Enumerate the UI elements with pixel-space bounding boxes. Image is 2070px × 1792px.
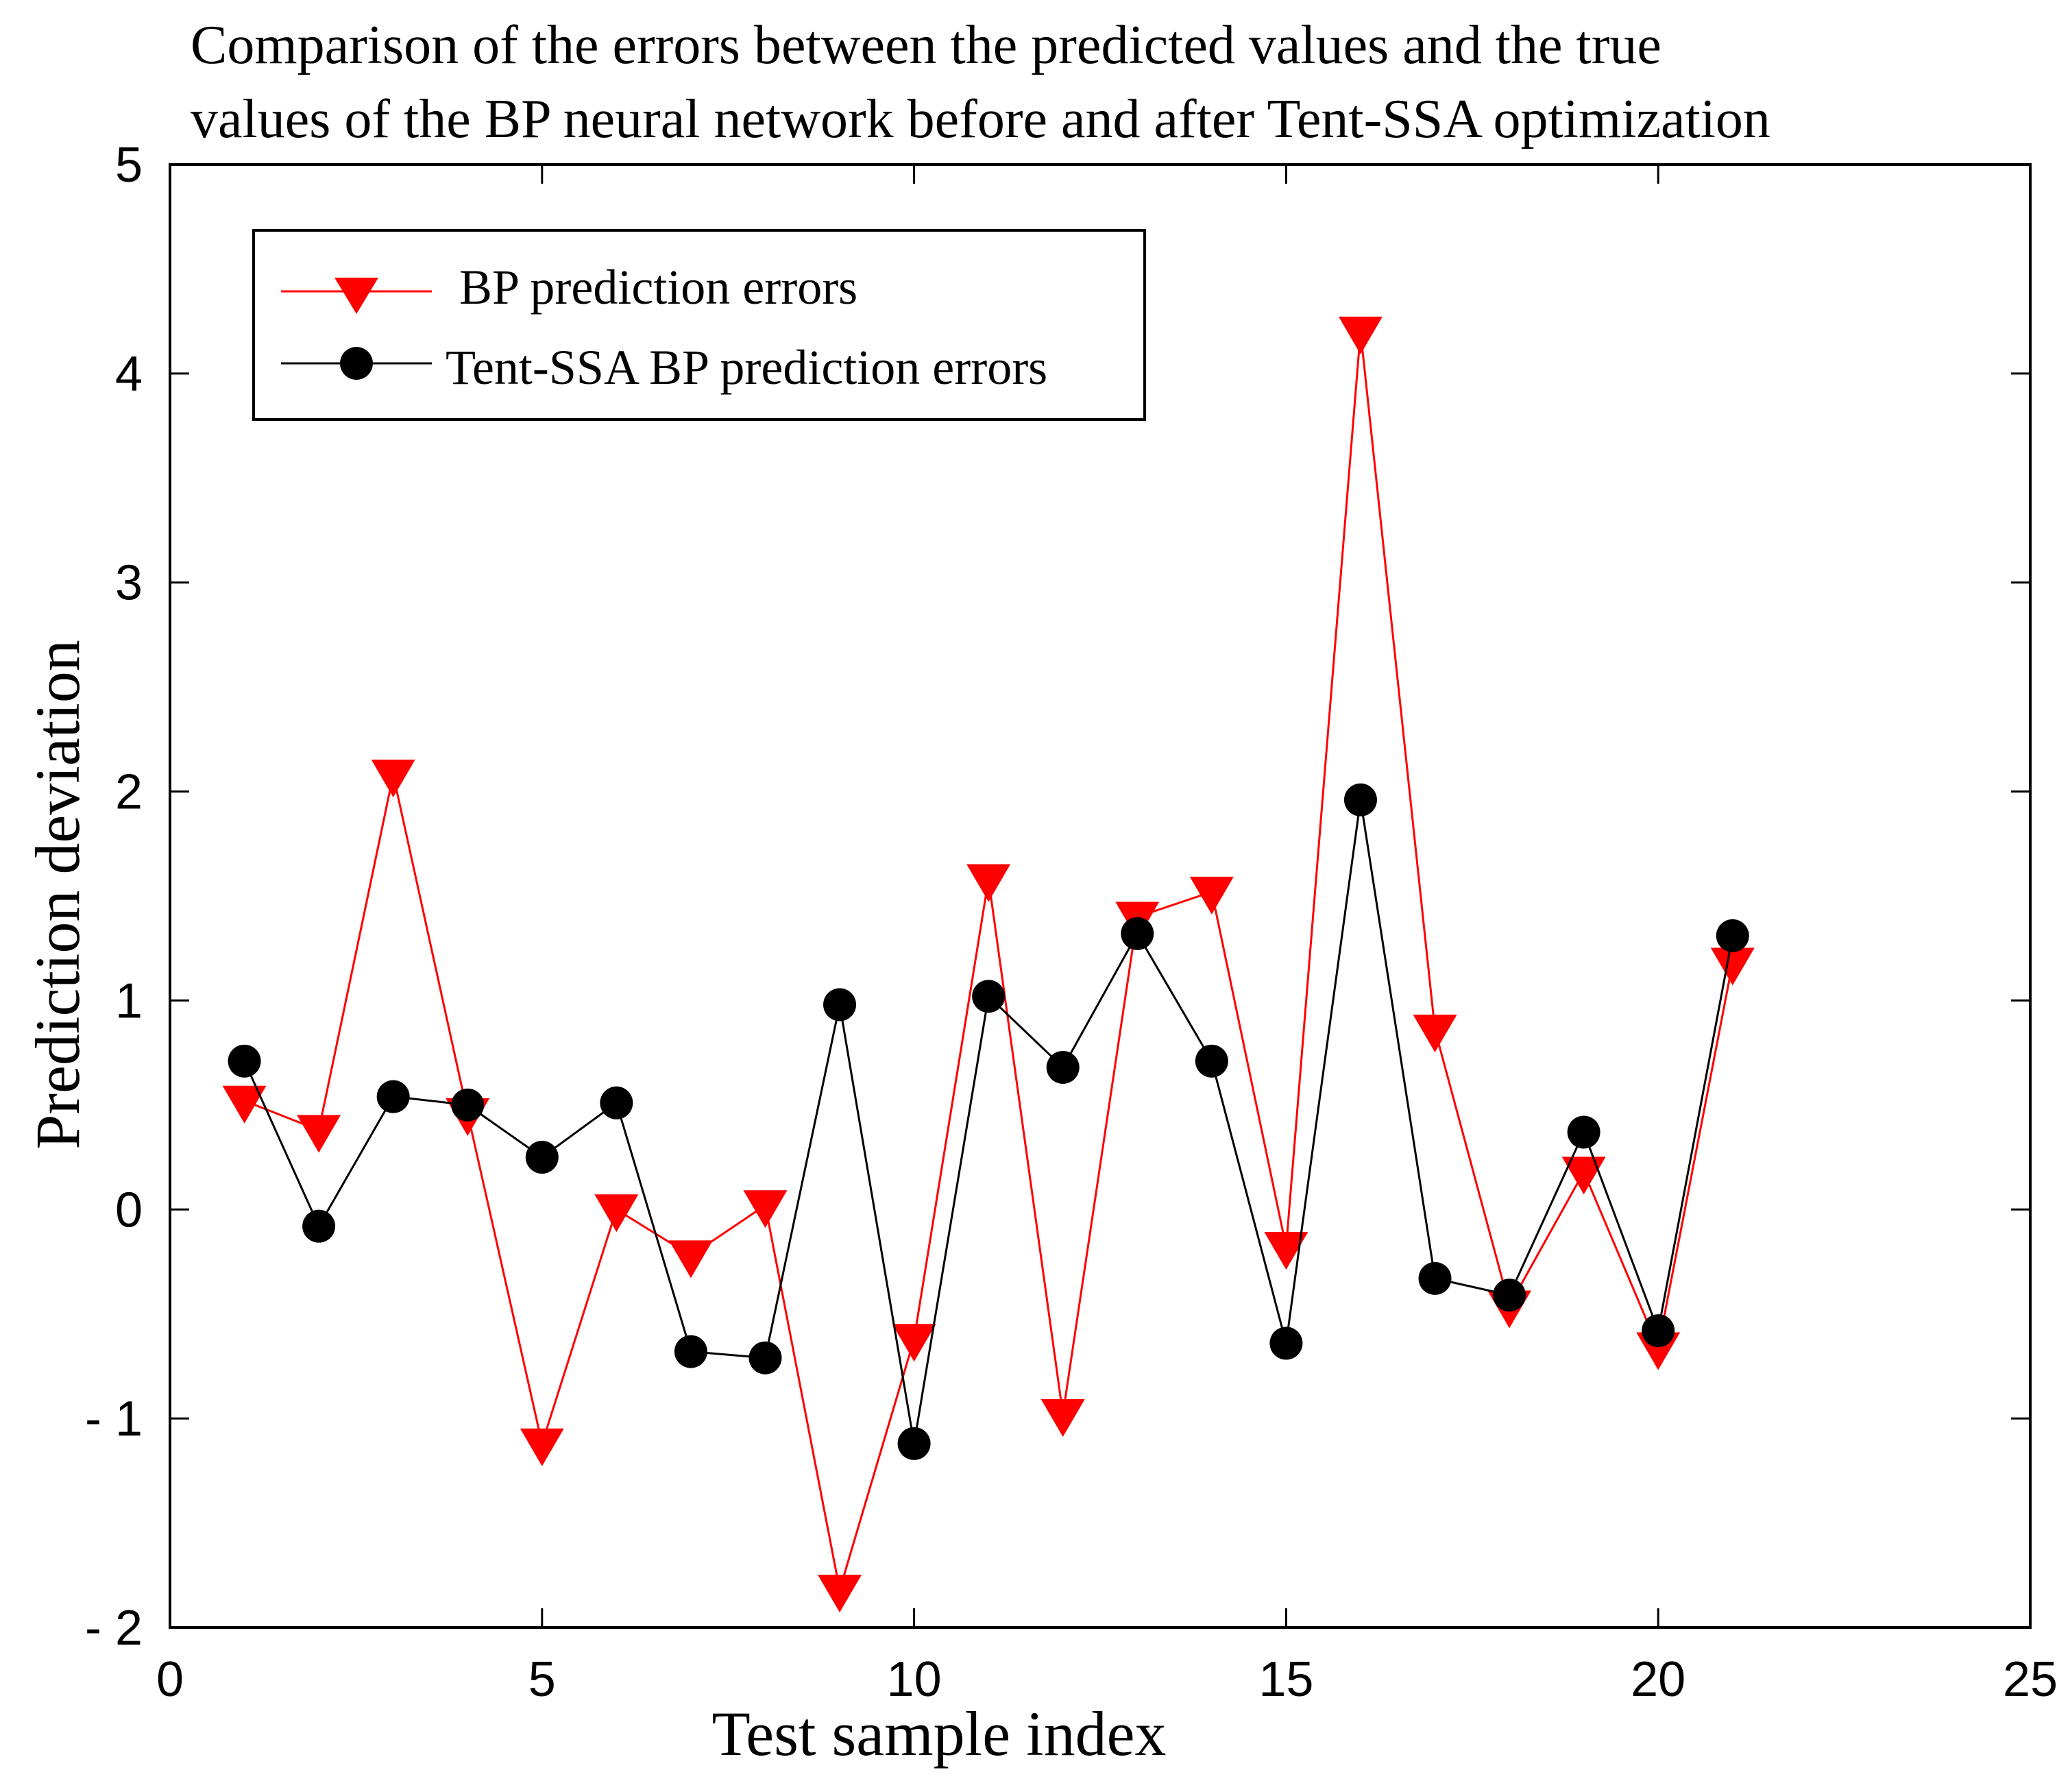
data-point-tent-ssa (748, 1341, 782, 1375)
data-point-tent-ssa (1418, 1261, 1452, 1295)
x-axis-label: Test sample index (712, 1699, 1167, 1769)
y-tick-label: - 1 (85, 1392, 143, 1446)
data-point-bp (1264, 1232, 1308, 1270)
y-tick-label: 0 (115, 1183, 143, 1237)
data-point-bp (371, 760, 415, 798)
data-point-bp (743, 1190, 788, 1228)
data-point-bp (520, 1428, 564, 1466)
legend-label-bp: BP prediction errors (459, 260, 857, 315)
x-tick-label: 15 (1258, 1652, 1313, 1707)
data-point-bp (966, 864, 1011, 902)
y-tick-label: 4 (115, 347, 143, 402)
x-tick-label: 10 (887, 1652, 942, 1707)
y-axis-label: Prediction deviation (23, 640, 93, 1150)
data-point-tent-ssa (1269, 1327, 1303, 1360)
data-point-bp (818, 1575, 862, 1613)
legend-marker-bp-triangle-icon (334, 278, 378, 314)
data-point-tent-ssa (1195, 1044, 1228, 1078)
y-tick-label: 3 (115, 556, 143, 611)
data-point-bp (1040, 1399, 1085, 1438)
data-point-tent-ssa (674, 1335, 707, 1368)
y-tick-label: 5 (115, 138, 143, 193)
data-point-tent-ssa (972, 980, 1006, 1013)
data-point-bp (297, 1115, 341, 1153)
data-point-tent-ssa (376, 1080, 410, 1113)
data-point-tent-ssa (451, 1088, 485, 1122)
x-tick-label: 5 (528, 1652, 556, 1707)
chart-title: Comparison of the errors between the pre… (191, 15, 1770, 149)
series-line-bp (244, 331, 1734, 1590)
x-tick-label: 25 (2003, 1652, 2058, 1707)
data-point-tent-ssa (823, 988, 857, 1021)
legend-box (252, 229, 1146, 421)
data-point-bp (1413, 1015, 1457, 1053)
legend-marker-tent-ssa-circle-icon (340, 347, 373, 380)
data-point-tent-ssa (1716, 919, 1749, 952)
y-tick-label: 1 (115, 973, 143, 1028)
x-tick-label: 0 (156, 1652, 184, 1707)
series-layer (222, 316, 1755, 1613)
data-point-tent-ssa (1493, 1279, 1526, 1312)
x-axis-ticks: 0 5 10 15 20 25 (156, 165, 2058, 1707)
data-point-tent-ssa (525, 1141, 559, 1174)
data-point-bp (1338, 316, 1383, 354)
data-point-tent-ssa (1567, 1115, 1600, 1149)
chart-title-line-2: values of the BP neural network before a… (191, 89, 1770, 149)
data-point-bp (594, 1194, 639, 1233)
data-point-bp (1189, 876, 1234, 915)
data-point-tent-ssa (1046, 1050, 1080, 1084)
data-point-bp (1561, 1157, 1606, 1195)
y-tick-label: 2 (115, 765, 143, 820)
data-point-bp (892, 1324, 936, 1362)
data-point-bp (222, 1085, 267, 1124)
data-point-tent-ssa (302, 1209, 336, 1243)
data-point-tent-ssa (228, 1044, 261, 1078)
data-point-tent-ssa (1343, 783, 1377, 816)
legend-label-tent-ssa: Tent-SSA BP prediction errors (446, 340, 1047, 395)
data-point-bp (1710, 947, 1755, 986)
data-point-tent-ssa (1121, 917, 1154, 950)
y-axis-ticks: - 2 - 1 0 1 2 3 4 5 (85, 138, 2030, 1656)
data-point-tent-ssa (600, 1086, 633, 1119)
plot-area (169, 163, 2032, 1629)
y-tick-label: - 2 (85, 1601, 143, 1656)
data-point-tent-ssa (1642, 1314, 1675, 1348)
legend: BP prediction errors Tent-SSA BP predict… (252, 229, 1146, 421)
data-point-bp (668, 1240, 713, 1279)
data-point-tent-ssa (897, 1427, 931, 1460)
x-tick-label: 20 (1631, 1652, 1685, 1707)
chart-title-line-1: Comparison of the errors between the pre… (191, 15, 1661, 75)
